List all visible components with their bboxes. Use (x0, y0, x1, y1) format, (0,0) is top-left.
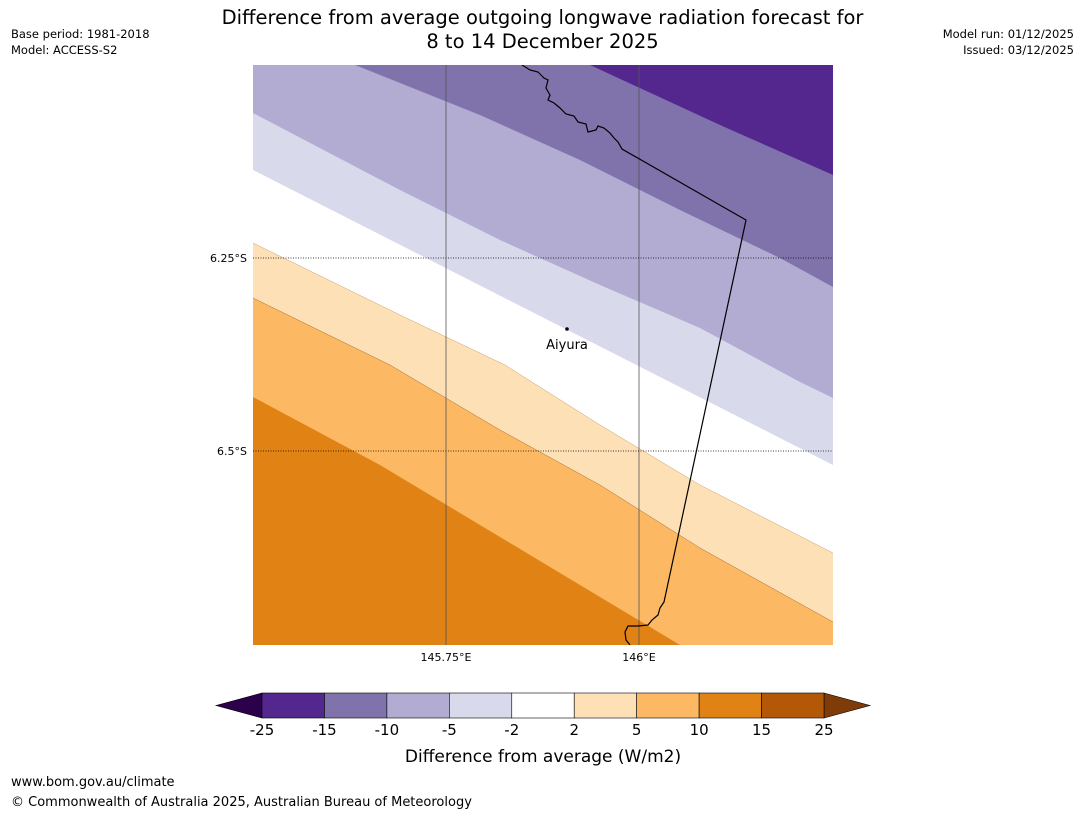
colorbar-segment (573, 692, 637, 719)
band-dark-purple (590, 65, 833, 175)
map-title: Difference from average outgoing longwav… (0, 6, 1085, 54)
colorbar-tick-label: -15 (312, 721, 337, 739)
colorbar: -25 -15 -10 -5 -2 2 5 10 15 25 Difference from av… (214, 692, 872, 767)
footer-copyright: © Commonwealth of Australia 2025, Austra… (11, 795, 472, 810)
colorbar-tick-label: -2 (504, 721, 519, 739)
province-boundary (521, 65, 747, 645)
title-line-1: Difference from average outgoing longwav… (221, 6, 864, 29)
lon-label-145-75: 145.75°E (421, 651, 472, 664)
lon-label-146: 146°E (622, 651, 655, 664)
colorbar-tick-label: 10 (690, 721, 709, 739)
colorbar-tick-label: 2 (569, 721, 579, 739)
issued-text: Issued: 03/12/2025 (963, 43, 1074, 57)
title-line-2: 8 to 14 December 2025 (426, 30, 659, 53)
colorbar-segment (386, 692, 450, 719)
colorbar-segment (324, 692, 388, 719)
colorbar-ticks: -25 -15 -10 -5 -2 2 5 10 15 25 (250, 721, 834, 739)
colorbar-over-triangle (823, 692, 872, 719)
lat-label-6-5: 6.5°S (217, 445, 247, 458)
lat-label-6-25: 6.25°S (210, 252, 247, 265)
footer-url: www.bom.gov.au/climate (11, 775, 175, 790)
colorbar-segment (261, 692, 325, 719)
colorbar-tick-label: -25 (250, 721, 275, 739)
base-period-text: Base period: 1981-2018 (11, 27, 150, 41)
colorbar-tick-label: 15 (752, 721, 771, 739)
colorbar-tick-label: 5 (632, 721, 642, 739)
colorbar-tick-label: 25 (814, 721, 833, 739)
colorbar-segment (511, 692, 575, 719)
colorbar-segment (761, 692, 825, 719)
colorbar-tick-label: -5 (442, 721, 457, 739)
band-edge-line (253, 242, 833, 554)
meta-right: Model run: 01/12/2025 Issued: 03/12/2025 (943, 26, 1074, 58)
model-run-text: Model run: 01/12/2025 (942, 27, 1074, 41)
band-dark-orange (253, 397, 680, 645)
colorbar-label: Difference from average (W/m2) (405, 747, 681, 767)
aiyura-marker (565, 327, 569, 331)
model-text: Model: ACCESS-S2 (11, 43, 118, 57)
map-area: Aiyura (253, 65, 833, 645)
colorbar-segment (449, 692, 513, 719)
aiyura-label: Aiyura (546, 338, 588, 353)
colorbar-segments (261, 692, 825, 719)
colorbar-segment (636, 692, 700, 719)
colorbar-under-triangle (214, 692, 263, 719)
meta-left: Base period: 1981-2018 Model: ACCESS-S2 (11, 26, 150, 58)
colorbar-tick-label: -10 (375, 721, 400, 739)
colorbar-segment (698, 692, 762, 719)
band-edge-line (253, 297, 833, 623)
